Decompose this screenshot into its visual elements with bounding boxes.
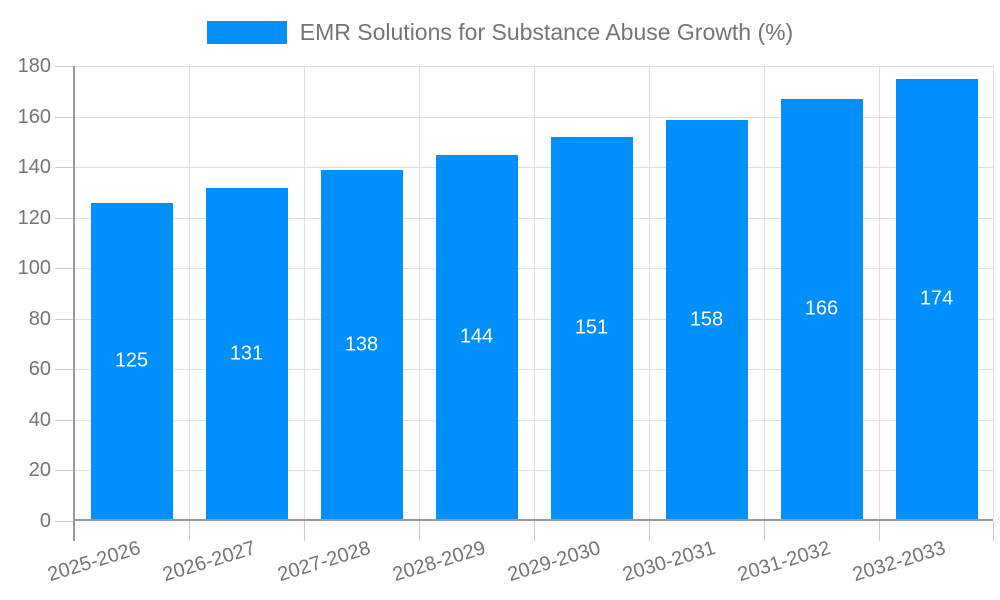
plot-area: 125 131 138 144 151 158 166 174 bbox=[55, 66, 994, 541]
x-tick-label: 2025-2026 bbox=[45, 537, 143, 587]
gridline-vertical bbox=[879, 66, 880, 519]
y-axis-tick bbox=[55, 218, 73, 219]
y-tick-label: 100 bbox=[17, 257, 51, 279]
gridline-vertical bbox=[419, 66, 420, 519]
y-tick-label: 120 bbox=[17, 207, 51, 229]
x-axis-tick bbox=[534, 521, 535, 541]
bar: 158 bbox=[665, 120, 748, 519]
legend-label: EMR Solutions for Substance Abuse Growth… bbox=[299, 19, 794, 45]
bar-value-label: 138 bbox=[344, 333, 379, 355]
bar-value-label: 131 bbox=[229, 342, 264, 364]
bar-value-label: 174 bbox=[919, 287, 954, 310]
x-tick-label: 2028-2029 bbox=[390, 537, 488, 587]
bar: 125 bbox=[90, 203, 173, 519]
gridline-vertical bbox=[993, 66, 994, 519]
x-tick-label: 2029-2030 bbox=[505, 537, 603, 587]
y-tick-label: 0 bbox=[39, 510, 51, 532]
y-tick-label: 180 bbox=[17, 55, 51, 77]
y-axis-tick bbox=[55, 167, 73, 168]
x-tick-label: 2031-2032 bbox=[735, 537, 833, 587]
x-axis-tick bbox=[993, 521, 994, 541]
bar: 138 bbox=[320, 170, 403, 519]
chart-legend: EMR Solutions for Substance Abuse Growth… bbox=[0, 19, 1000, 46]
x-axis-tick bbox=[189, 521, 190, 541]
x-tick-label: 2026-2027 bbox=[160, 537, 258, 587]
y-tick-label: 60 bbox=[28, 358, 51, 380]
y-tick-label: 160 bbox=[17, 106, 51, 128]
bar: 131 bbox=[205, 188, 288, 519]
y-axis-tick bbox=[55, 470, 73, 471]
x-axis-tick bbox=[764, 521, 765, 541]
x-axis-tick bbox=[649, 521, 650, 541]
y-tick-label: 80 bbox=[28, 308, 51, 330]
x-tick-label: 2030-2031 bbox=[620, 537, 718, 587]
y-tick-label: 20 bbox=[28, 459, 51, 481]
y-axis-tick bbox=[55, 117, 73, 118]
gridline-vertical bbox=[649, 66, 650, 519]
y-tick-label: 40 bbox=[28, 409, 51, 431]
bar-value-label: 151 bbox=[574, 316, 609, 339]
y-axis-tick bbox=[55, 66, 73, 67]
bar-value-label: 125 bbox=[114, 349, 149, 372]
y-axis-tick bbox=[55, 369, 73, 370]
bar: 166 bbox=[780, 99, 863, 519]
y-axis-tick bbox=[55, 319, 73, 320]
x-axis-tick bbox=[304, 521, 305, 541]
bar: 174 bbox=[895, 79, 978, 519]
x-tick-label: 2027-2028 bbox=[275, 537, 373, 587]
bar-value-label: 144 bbox=[459, 325, 494, 348]
bar-value-label: 166 bbox=[804, 297, 839, 320]
bar-value-label: 158 bbox=[689, 308, 724, 330]
legend-swatch bbox=[206, 21, 287, 44]
x-axis-tick bbox=[879, 521, 880, 541]
gridline-vertical bbox=[304, 66, 305, 519]
y-axis-tick bbox=[55, 268, 73, 269]
y-axis-tick bbox=[55, 420, 73, 421]
gridline-vertical bbox=[189, 66, 190, 519]
gridline-vertical bbox=[534, 66, 535, 519]
y-tick-label: 140 bbox=[17, 156, 51, 178]
x-axis-tick bbox=[73, 521, 75, 541]
x-axis-tick bbox=[419, 521, 420, 541]
gridline-vertical bbox=[764, 66, 765, 519]
bar: 151 bbox=[550, 137, 633, 519]
x-tick-label: 2032-2033 bbox=[850, 537, 948, 587]
bar: 144 bbox=[435, 155, 518, 519]
y-axis-tick bbox=[55, 521, 73, 522]
